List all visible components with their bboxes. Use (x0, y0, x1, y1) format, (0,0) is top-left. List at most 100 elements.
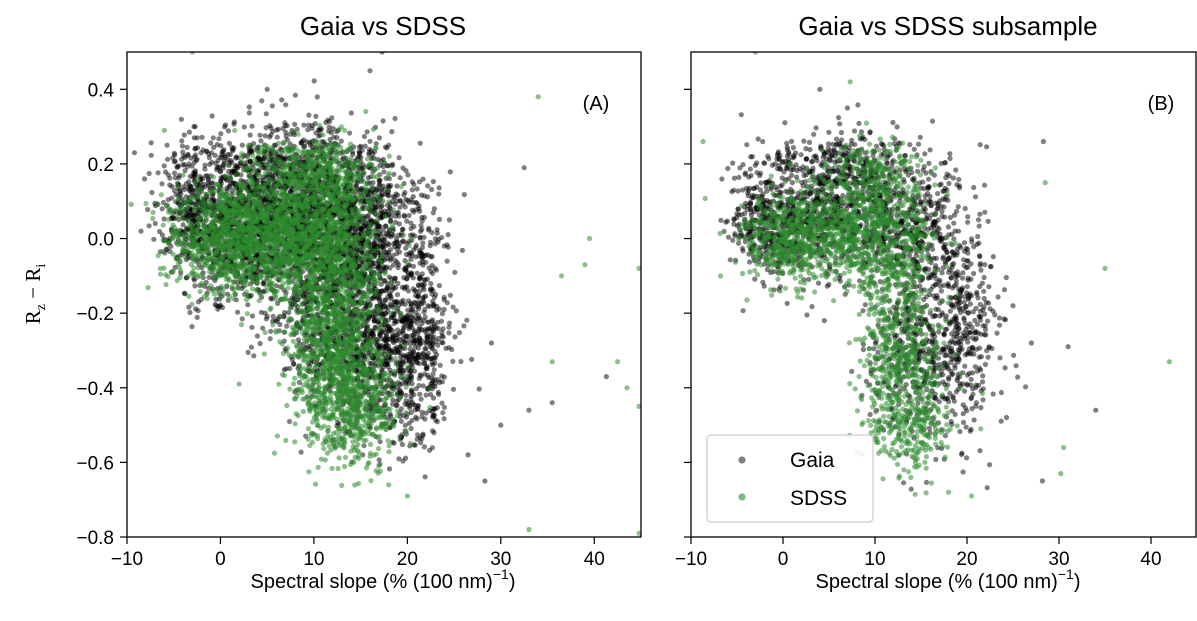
gaia-point (425, 327, 431, 333)
gaia-point (277, 321, 283, 328)
gaia-point (400, 201, 406, 207)
gaia-point (179, 138, 185, 144)
gaia-point (433, 417, 439, 423)
gaia-point (384, 285, 390, 291)
gaia-point (423, 259, 429, 265)
gaia-point (184, 164, 191, 170)
gaia-point (399, 441, 405, 448)
gaia-point (393, 219, 399, 225)
gaia-point (275, 316, 281, 322)
gaia-point (273, 283, 279, 289)
sdss-point (243, 296, 250, 303)
gaia-point (397, 360, 403, 366)
gaia-point (180, 149, 186, 155)
gaia-point (225, 128, 231, 134)
gaia-point (280, 125, 286, 132)
gaia-point (409, 387, 415, 393)
gaia-point (412, 293, 419, 299)
gaia-point (387, 292, 393, 298)
gaia-point (440, 334, 446, 340)
gaia-point (195, 299, 201, 305)
gaia-point (421, 214, 427, 221)
gaia-point (249, 324, 255, 330)
gaia-point (428, 356, 434, 362)
gaia-point (397, 204, 403, 210)
gaia-point (395, 243, 401, 249)
gaia-point (225, 168, 232, 175)
gaia-point (464, 317, 470, 323)
gaia-point (421, 234, 427, 240)
gaia-point (258, 138, 264, 144)
gaia-point (211, 144, 217, 150)
gaia-point (394, 251, 400, 257)
gaia-point (234, 164, 240, 170)
gaia-point (208, 140, 214, 146)
gaia-point (195, 308, 201, 314)
gaia-point (396, 155, 402, 161)
gaia-point (274, 134, 280, 140)
sdss-point (231, 190, 237, 196)
gaia-point (410, 348, 416, 354)
gaia-point (398, 406, 404, 412)
gaia-point (414, 416, 420, 422)
gaia-point (422, 416, 428, 422)
gaia-point (262, 133, 268, 139)
gaia-point (164, 246, 170, 252)
gaia-point (379, 187, 385, 193)
gaia-point (414, 406, 421, 412)
gaia-point (387, 411, 393, 417)
gaia-point (397, 330, 403, 336)
gaia-point (161, 216, 167, 222)
gaia-point (214, 142, 220, 148)
gaia-point (374, 222, 380, 228)
gaia-point (430, 428, 436, 434)
gaia-point (390, 335, 396, 341)
gaia-point (178, 116, 184, 122)
gaia-point (397, 349, 403, 355)
gaia-point (314, 94, 320, 100)
gaia-point (393, 275, 399, 281)
gaia-point (164, 142, 170, 148)
gaia-point (251, 353, 257, 359)
gaia-point (378, 215, 384, 221)
gaia-point (418, 223, 424, 229)
gaia-point (348, 110, 354, 116)
gaia-point (286, 309, 292, 316)
gaia-outlier-point (498, 422, 504, 428)
gaia-point (279, 97, 285, 103)
gaia-point (422, 474, 428, 480)
gaia-point (171, 170, 178, 176)
gaia-point (410, 263, 417, 269)
sdss-point (182, 255, 188, 261)
gaia-point (381, 169, 387, 175)
gaia-point (422, 314, 428, 320)
gaia-point (146, 223, 152, 229)
gaia-point (284, 323, 290, 329)
gaia-point (383, 341, 389, 347)
gaia-point (420, 431, 426, 437)
gaia-point (428, 391, 434, 398)
gaia-outlier-point (521, 165, 527, 171)
gaia-point (391, 171, 397, 177)
gaia-point (441, 404, 447, 410)
gaia-point (403, 245, 409, 251)
gaia-point (306, 122, 312, 128)
gaia-point (362, 143, 368, 149)
gaia-point (186, 129, 192, 135)
gaia-point (418, 440, 424, 446)
gaia-point (436, 185, 442, 191)
gaia-point (209, 113, 215, 119)
gaia-point (400, 238, 406, 244)
gaia-point (420, 383, 426, 389)
gaia-point (389, 163, 395, 169)
gaia-point (225, 297, 231, 303)
gaia-point (306, 112, 312, 118)
gaia-point (431, 302, 437, 308)
gaia-point (399, 318, 405, 325)
gaia-point (377, 439, 383, 445)
gaia-point (258, 309, 264, 315)
gaia-point (283, 133, 289, 139)
gaia-point (329, 115, 335, 121)
gaia-point (408, 303, 414, 309)
gaia-point (148, 140, 154, 146)
